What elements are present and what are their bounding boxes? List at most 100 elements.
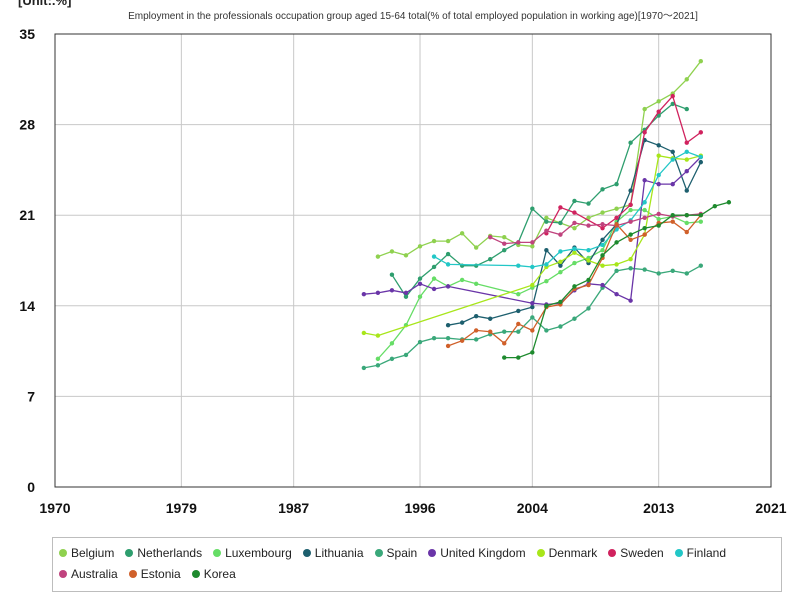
data-point-netherlands [600,187,605,192]
data-point-korea [530,350,535,355]
data-point-estonia [614,222,619,227]
data-point-belgium [698,58,704,64]
data-point-belgium [600,210,605,215]
data-point-lithuania [544,247,549,253]
data-point-spain [516,329,521,334]
data-point-spain [530,315,535,320]
data-point-netherlands [586,201,591,206]
legend-item-united-kingdom[interactable]: United Kingdom [428,542,526,563]
grid [54,33,772,488]
data-point-netherlands [530,206,535,211]
data-point-australia [502,241,507,246]
data-point-estonia [516,321,521,327]
data-point-netherlands [572,198,577,204]
data-point-korea [572,284,577,289]
data-point-korea [642,225,647,231]
data-point-netherlands [389,272,395,277]
data-point-estonia [459,338,465,343]
legend-marker-icon [536,548,545,557]
data-point-netherlands [502,247,507,253]
data-point-luxembourg [698,219,704,224]
data-point-spain [361,365,367,371]
x-tick-label: 1970 [39,500,70,516]
data-point-belgium [375,254,381,259]
data-point-sweden [698,130,704,135]
data-point-lithuania [488,316,493,321]
legend-marker-icon [59,548,67,557]
data-point-spain [698,263,704,268]
data-point-spain [656,271,661,276]
legend-item-korea[interactable]: Korea [191,563,236,584]
data-point-spain [572,316,577,321]
data-point-sweden [558,205,563,210]
data-point-netherlands [544,219,549,224]
data-point-korea [544,303,549,308]
data-point-australia [544,228,549,233]
data-point-denmark [614,262,619,267]
x-tick-label: 1987 [278,500,309,516]
data-point-belgium [459,231,465,236]
data-point-spain [628,266,633,271]
legend-marker-icon [213,548,222,557]
legend-label: Belgium [71,545,115,560]
data-point-lithuania [459,320,465,325]
data-point-netherlands [417,276,423,281]
data-point-finland [586,247,591,253]
data-point-estonia [642,232,647,237]
data-point-korea [712,203,718,209]
data-point-belgium [445,238,451,244]
data-point-united-kingdom [431,286,437,292]
data-point-united-kingdom [417,281,423,286]
data-point-finland [670,157,675,162]
data-point-lithuania [628,188,633,193]
data-point-belgium [473,245,479,250]
data-point-lithuania [445,323,451,328]
legend-item-belgium[interactable]: Belgium [59,542,114,563]
data-point-estonia [684,229,689,235]
data-point-lithuania [473,313,479,319]
series-estonia [445,213,704,349]
plot-frame [54,33,772,488]
data-point-australia [488,235,493,240]
data-point-denmark [361,330,367,336]
legend-item-sweden[interactable]: Sweden [608,542,664,563]
legend-item-luxembourg[interactable]: Luxembourg [213,542,292,563]
data-point-finland [600,242,605,248]
series-line-australia [489,213,701,245]
data-point-netherlands [431,264,437,270]
data-point-united-kingdom [361,291,367,297]
data-point-united-kingdom [445,284,451,289]
legend-item-spain[interactable]: Spain [374,542,417,563]
data-point-finland [445,262,451,267]
series-line-lithuania [447,139,702,326]
data-point-belgium [431,238,437,244]
axes: 1970 1979 1987 1996 2004 2013 2021 0 7 14 21 28 35 [19,26,786,516]
data-point-united-kingdom [628,298,633,303]
data-point-lithuania [600,237,605,242]
legend-marker-icon [191,569,200,578]
data-point-estonia [445,343,451,349]
series-line-estonia [447,214,702,347]
chart-title: Employment in the professionals occupati… [128,11,698,22]
legend-item-netherlands[interactable]: Netherlands [125,542,202,563]
data-point-spain [586,306,591,311]
data-point-luxembourg [572,260,577,266]
data-point-belgium [656,99,661,104]
data-point-netherlands [473,263,479,268]
y-tick-label: 35 [19,26,35,42]
legend-item-estonia[interactable]: Estonia [128,563,181,584]
legend-marker-icon [374,548,383,557]
data-point-sweden [614,215,619,220]
data-point-estonia [586,282,591,288]
legend-item-finland[interactable]: Finland [674,542,726,563]
data-point-spain [403,352,409,358]
data-point-sweden [684,140,689,145]
data-point-spain [389,356,395,362]
data-point-spain [445,335,451,341]
data-point-luxembourg [516,291,521,297]
legend-item-lithuania[interactable]: Lithuania [302,542,364,563]
data-point-finland [698,154,704,160]
legend-item-denmark[interactable]: Denmark [536,542,597,563]
data-point-finland [431,254,437,259]
legend-item-australia[interactable]: Australia [59,563,118,584]
